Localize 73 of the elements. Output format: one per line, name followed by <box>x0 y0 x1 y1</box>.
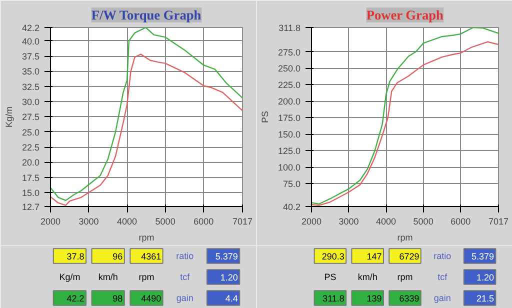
x-tick-label: 2000 <box>301 216 322 226</box>
y-tick-label: 311.8 <box>278 23 301 33</box>
y-tick-label: 42.2 <box>22 23 40 33</box>
x-tick-label: 4000 <box>117 216 138 226</box>
text: 1.20 <box>476 272 494 282</box>
text: PS <box>324 272 336 282</box>
y-tick-label: 175.0 <box>278 113 301 124</box>
y-tick-label: 40.0 <box>22 36 40 46</box>
x-tick-label: 5000 <box>413 216 434 226</box>
text: 147 <box>366 252 382 262</box>
text: tcf <box>180 272 190 282</box>
text: 1.20 <box>220 272 238 282</box>
text: gain <box>176 293 194 303</box>
y-tick-label: 275.0 <box>278 47 301 58</box>
y-tick-label: 37.5 <box>22 52 40 62</box>
text: 98 <box>112 294 123 304</box>
y-tick-label: 27.5 <box>22 112 40 122</box>
chart-title: F/W Torque Graph <box>91 8 202 22</box>
text: 139 <box>366 294 382 304</box>
text: 96 <box>112 252 123 262</box>
text: gain <box>434 293 451 303</box>
text: 37.8 <box>66 252 84 262</box>
y-tick-label: 200.0 <box>278 96 301 107</box>
y-axis-title: Kg/m <box>4 106 14 128</box>
text: 290.3 <box>322 252 344 262</box>
text: 42.2 <box>66 294 84 304</box>
x-tick-label: 3000 <box>78 216 99 226</box>
text: km/h <box>358 272 378 282</box>
y-axis-title: PS <box>260 110 270 124</box>
text: 4490 <box>141 294 162 304</box>
x-tick-label: 5000 <box>155 216 176 226</box>
y-tick-label: 30.0 <box>22 97 40 108</box>
text: ratio <box>176 251 194 261</box>
text: 4361 <box>141 252 162 262</box>
y-tick-label: 150.0 <box>278 130 301 140</box>
y-tick-label: 12.7 <box>22 202 40 212</box>
text: 5.379 <box>471 252 494 262</box>
x-tick-label: 7017 <box>488 216 509 226</box>
y-tick-label: 17.5 <box>22 172 40 183</box>
text: 6729 <box>399 252 420 262</box>
text: 21.5 <box>476 294 494 304</box>
text: km/h <box>98 272 118 282</box>
text: 311.8 <box>322 294 344 304</box>
x-tick-label: 6000 <box>194 216 214 226</box>
x-tick-label: 6000 <box>450 216 471 226</box>
text: tcf <box>438 272 448 282</box>
chart-title: Power Graph <box>366 8 444 22</box>
y-tick-label: 35.0 <box>22 66 40 77</box>
y-tick-label: 32.5 <box>22 82 40 92</box>
y-tick-label: 75.0 <box>282 179 301 190</box>
text: 5.379 <box>215 252 238 262</box>
x-tick-label: 3000 <box>338 216 359 226</box>
text: rpm <box>138 272 154 282</box>
y-tick-label: 20.0 <box>22 158 40 168</box>
text: Kg/m <box>59 272 80 282</box>
text: rpm <box>397 272 413 282</box>
x-axis-title: rpm <box>397 232 413 242</box>
y-tick-label: 225.0 <box>278 80 301 90</box>
text: ratio <box>434 251 452 261</box>
text: 4.4 <box>225 294 238 304</box>
x-tick-label: 4000 <box>376 216 396 226</box>
y-tick-label: 100.0 <box>278 162 301 173</box>
x-tick-label: 2000 <box>40 216 61 226</box>
text: 6339 <box>399 294 420 304</box>
y-tick-label: 250.0 <box>278 64 301 74</box>
y-tick-label: 40.2 <box>282 202 301 212</box>
x-axis-title: rpm <box>138 232 154 242</box>
y-tick-label: 125.0 <box>278 146 301 156</box>
y-tick-label: 25.0 <box>22 127 40 138</box>
line-series <box>50 28 242 202</box>
y-tick-label: 15.0 <box>22 188 40 198</box>
x-tick-label: 7017 <box>232 216 253 226</box>
y-tick-label: 22.5 <box>22 142 40 153</box>
